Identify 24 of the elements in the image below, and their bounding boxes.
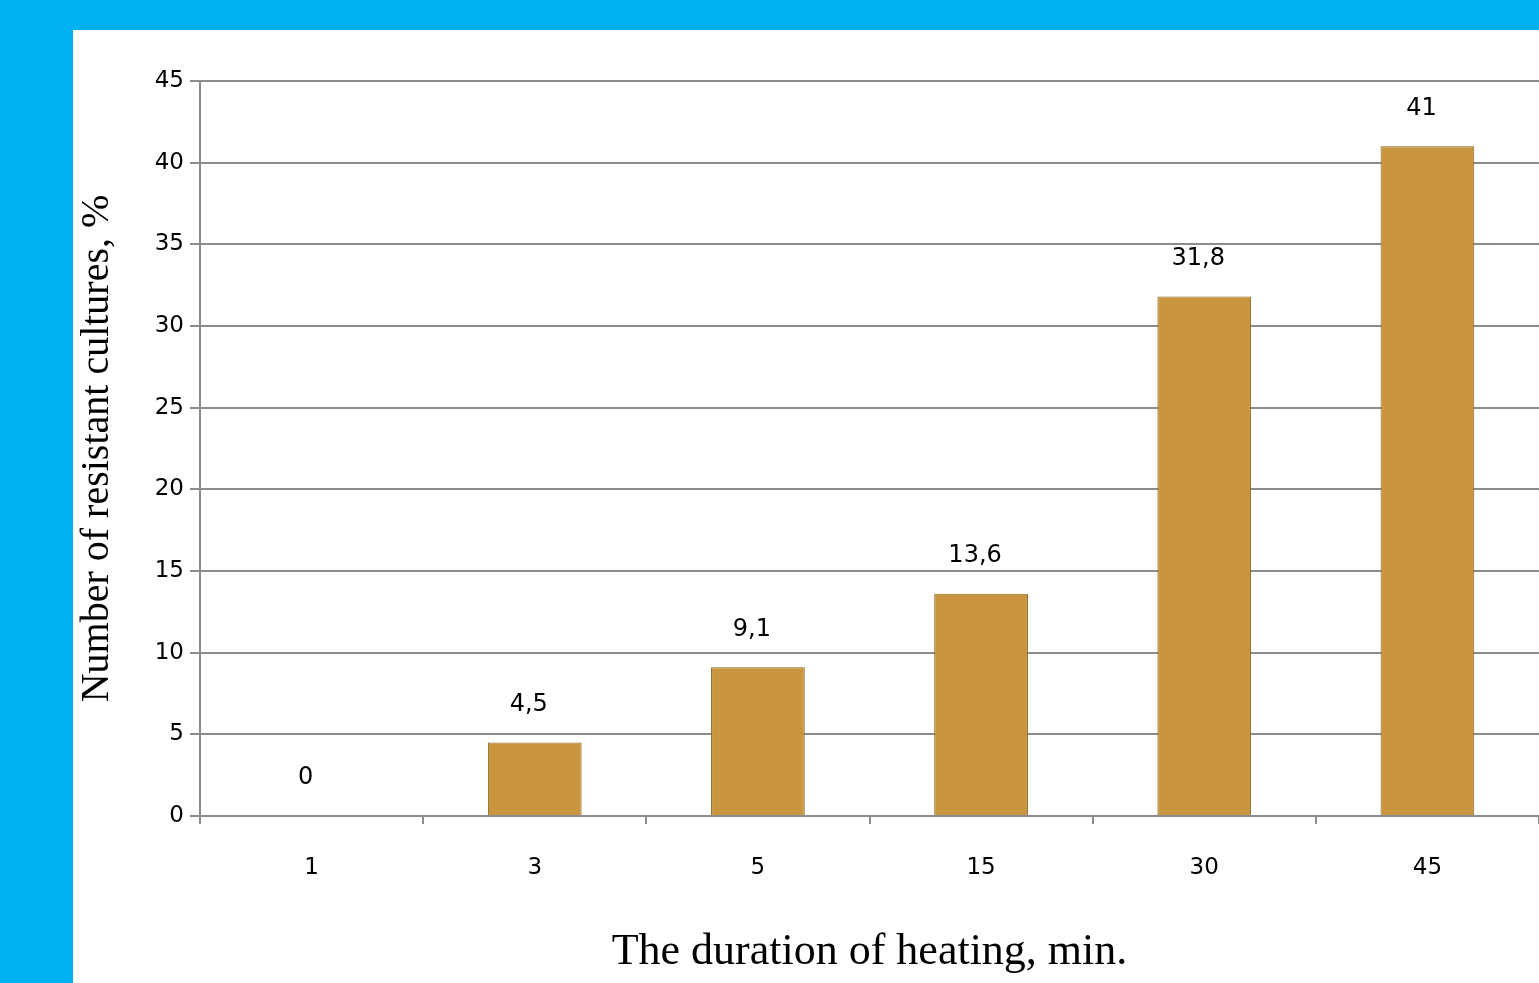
data-label: 9,1 xyxy=(732,613,771,642)
x-tick-label: 5 xyxy=(750,852,766,879)
x-tick-label: 1 xyxy=(304,852,319,879)
x-tick-label: 3 xyxy=(527,852,543,879)
x-tick-label: 15 xyxy=(966,852,996,879)
data-label: 41 xyxy=(1406,92,1437,121)
y-tick-label: 30 xyxy=(154,310,184,337)
y-tick-label: 10 xyxy=(154,637,184,664)
y-tick-label: 45 xyxy=(154,65,184,92)
data-label: 4,5 xyxy=(509,688,548,717)
x-axis-title: The duration of heating, min. xyxy=(611,925,1128,975)
data-label: 31,8 xyxy=(1171,242,1225,271)
y-tick-label: 40 xyxy=(154,147,184,174)
y-tick-label: 20 xyxy=(154,474,184,501)
y-tick-label: 15 xyxy=(154,555,184,582)
y-axis-title: Number of resistant cultures, % xyxy=(71,194,117,703)
y-tick-label: 0 xyxy=(169,800,184,827)
y-tick-label: 5 xyxy=(169,719,184,746)
x-tick-label: 45 xyxy=(1412,852,1443,879)
x-tick-label: 30 xyxy=(1189,852,1219,879)
y-tick-label: 35 xyxy=(154,229,184,256)
data-label: 0 xyxy=(297,762,314,791)
data-label: 13,6 xyxy=(948,540,1002,569)
y-tick-label: 25 xyxy=(154,392,184,419)
